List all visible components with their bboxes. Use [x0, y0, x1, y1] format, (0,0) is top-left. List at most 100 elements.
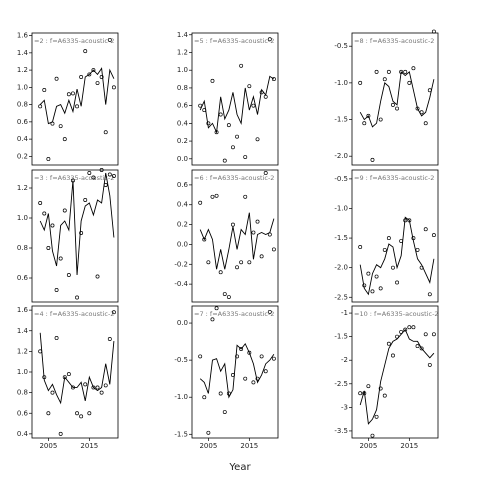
- data-point: [214, 306, 219, 311]
- data-point: [423, 332, 428, 337]
- fit-line: [39, 67, 115, 125]
- data-point: [259, 354, 264, 359]
- data-point: [83, 49, 88, 54]
- y-tick-label: 0.6: [177, 102, 189, 110]
- data-point: [267, 37, 272, 42]
- data-point: [374, 414, 379, 419]
- data-point: [391, 102, 395, 107]
- panel: 0.0 -0.5 -1.0 -1.5 2005 2015 =7 : f=A6335-acou…: [174, 305, 279, 450]
- data-point: [62, 137, 67, 142]
- data-point: [378, 117, 383, 122]
- data-point: [374, 274, 379, 279]
- data-point: [251, 103, 256, 108]
- data-point: [107, 37, 112, 42]
- y-tick-label: 1.6: [17, 32, 29, 40]
- data-point: [91, 68, 96, 73]
- plot-frame: [191, 32, 279, 166]
- data-point: [247, 260, 252, 265]
- data-point: [386, 236, 391, 241]
- plot-frame: [351, 32, 439, 166]
- x-axis-label: Year: [228, 462, 251, 473]
- data-point: [103, 130, 108, 135]
- data-point: [427, 292, 432, 297]
- data-point: [50, 390, 55, 395]
- data-point: [243, 155, 248, 159]
- y-tick-label: 1.4: [17, 49, 29, 57]
- data-point: [222, 292, 227, 297]
- plot-frame: [191, 169, 279, 303]
- y-tick-label: 1.0: [17, 214, 28, 222]
- data-point: [79, 75, 84, 79]
- data-point: [214, 193, 219, 198]
- y-tick-label: -3.5: [334, 427, 348, 435]
- data-point: [46, 246, 51, 250]
- data-point: [42, 87, 47, 92]
- fit-line: [199, 342, 275, 399]
- fit-line: [199, 75, 275, 134]
- data-point: [66, 372, 71, 377]
- data-point: [239, 260, 244, 265]
- data-point: [58, 431, 63, 436]
- y-tick-label: 1.6: [17, 306, 29, 314]
- data-point: [87, 171, 92, 175]
- data-point: [218, 112, 223, 117]
- data-point: [111, 174, 116, 178]
- data-point: [75, 411, 79, 416]
- data-point: [202, 237, 207, 242]
- data-point: [111, 310, 116, 315]
- data-point: [386, 341, 391, 346]
- y-tick-label: -1.0: [174, 393, 188, 401]
- x-tick-label: 2005: [39, 442, 57, 450]
- data-point: [210, 317, 215, 322]
- data-point: [366, 384, 371, 389]
- y-tick-label: 0.0: [177, 319, 188, 327]
- data-point: [370, 433, 375, 438]
- fit-line: [359, 328, 435, 425]
- plot-frame: [31, 32, 119, 166]
- data-point: [267, 309, 272, 314]
- data-point: [431, 332, 436, 337]
- data-point: [99, 168, 104, 172]
- data-point: [407, 80, 412, 85]
- data-point: [411, 325, 416, 330]
- data-point: [378, 286, 383, 291]
- panel: 0.0 0.2 0.4 0.6 0.8 1.0 1.2 1.4 =5 : f=A6335-aco…: [177, 31, 279, 166]
- x-tick-label: 2015: [400, 442, 418, 450]
- y-tick-label: -2.5: [334, 380, 348, 388]
- data-point: [99, 390, 104, 395]
- data-point: [259, 254, 264, 259]
- data-point: [251, 230, 256, 235]
- y-tick-label: 0.6: [17, 118, 29, 126]
- data-point: [370, 157, 375, 162]
- y-tick-label: 0.2: [17, 152, 28, 160]
- panel: -0.5 -1.0 -1.5 -2.0 =8 : f=A6335-acoustic-2: [334, 29, 439, 166]
- data-point: [235, 354, 239, 359]
- y-tick-label: 0.8: [17, 101, 28, 109]
- y-tick-label: -2.5: [334, 293, 348, 301]
- data-point: [83, 198, 88, 202]
- fit-line: [39, 172, 115, 276]
- data-point: [198, 354, 203, 359]
- data-point: [407, 325, 412, 330]
- data-point: [235, 134, 239, 139]
- data-point: [378, 386, 383, 391]
- y-tick-label: -1.5: [334, 234, 348, 242]
- y-tick-label: 0.8: [17, 389, 28, 397]
- data-point: [54, 76, 59, 81]
- data-point: [243, 194, 248, 199]
- y-tick-label: 1.2: [177, 48, 188, 56]
- data-point: [366, 113, 371, 118]
- data-point: [79, 231, 84, 235]
- panel-title: =2 : f=A6335-acoustic-2: [34, 37, 114, 45]
- data-point: [42, 211, 47, 216]
- data-point: [255, 219, 260, 224]
- data-point: [95, 274, 100, 279]
- fit-line: [199, 212, 275, 270]
- y-tick-label: 0.4: [177, 119, 189, 127]
- panel-title: =10 : f=A6335-acoustic-2: [354, 310, 439, 318]
- y-tick-label: 0.2: [177, 221, 188, 229]
- data-point: [66, 92, 71, 97]
- y-tick-label: -1: [341, 309, 348, 317]
- data-point: [395, 106, 399, 111]
